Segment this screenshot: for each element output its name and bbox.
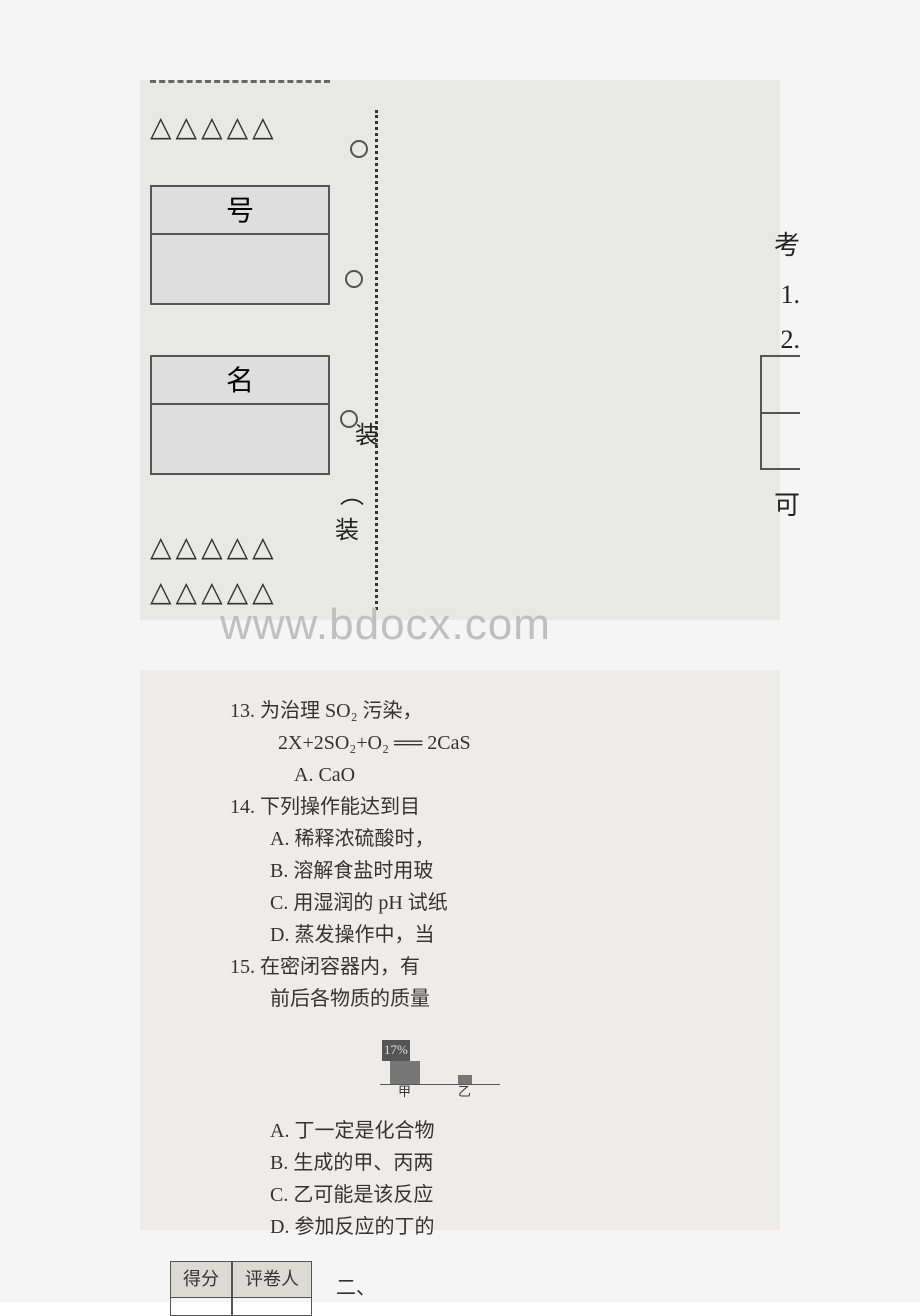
- page-wrapper: △△△△△ 号 名 装 ︵ 装 考 1. 2. 可 △△△△△ △△△△△ ww…: [0, 0, 920, 1302]
- right-fragment-2: 2.: [781, 325, 801, 355]
- bar-1-label: 17%: [382, 1040, 410, 1061]
- bar-chart-fragment: 17% 甲 乙: [380, 1033, 760, 1103]
- right-fragment-0: 考: [774, 225, 800, 262]
- q15-stem-1: 15. 在密闭容器内，有: [230, 951, 760, 983]
- score-cell-2[interactable]: [232, 1298, 312, 1316]
- q15-optD: D. 参加反应的丁的: [230, 1211, 760, 1243]
- answer-sheet-fragment: △△△△△ 号 名 装 ︵ 装 考 1. 2. 可 △△△△△ △△△△△: [140, 80, 780, 620]
- binding-text-2: 装: [335, 510, 359, 545]
- triangle-row-2: △△△△△: [150, 530, 278, 564]
- name-input-cell[interactable]: [150, 405, 330, 475]
- dashed-rule: [150, 80, 330, 83]
- x-label-2: 乙: [458, 1082, 471, 1103]
- paren-mark: ︵: [340, 475, 364, 510]
- score-header-1: 得分: [170, 1261, 232, 1298]
- q14-optA: A. 稀释浓硫酸时，: [230, 823, 760, 855]
- score-cell-1[interactable]: [170, 1298, 232, 1316]
- watermark-text: www.bdocx.com: [220, 600, 551, 650]
- name-label-cell: 名: [150, 355, 330, 405]
- score-col-2: 评卷人: [232, 1261, 312, 1316]
- q14-optB: B. 溶解食盐时用玻: [230, 855, 760, 887]
- q13-equation: 2X+2SO₂+O₂ ══ 2CaS: [230, 727, 760, 759]
- question-fragment: 13. 为治理 SO₂ 污染， 2X+2SO₂+O₂ ══ 2CaS A. Ca…: [140, 670, 780, 1230]
- q14-optD: D. 蒸发操作中，当: [230, 919, 760, 951]
- q15-optA: A. 丁一定是化合物: [230, 1115, 760, 1147]
- binding-text-1: 装: [355, 415, 379, 450]
- binding-hole-2: [345, 270, 363, 288]
- score-header-2: 评卷人: [232, 1261, 312, 1298]
- q14-optC: C. 用湿润的 pH 试纸: [230, 887, 760, 919]
- q15-optB: B. 生成的甲、丙两: [230, 1147, 760, 1179]
- number-input-cell[interactable]: [150, 235, 330, 305]
- q15-optC: C. 乙可能是该反应: [230, 1179, 760, 1211]
- right-box-fragment: [760, 355, 800, 470]
- section-two-label: 二、: [336, 1272, 376, 1304]
- q13-optA: A. CaO: [230, 759, 760, 791]
- q13-stem: 13. 为治理 SO₂ 污染，: [230, 695, 760, 727]
- x-label-1: 甲: [398, 1082, 411, 1103]
- score-col-1: 得分: [170, 1261, 232, 1316]
- right-fragment-1: 1.: [781, 280, 801, 310]
- fold-line: [375, 110, 378, 610]
- q15-stem-2: 前后各物质的质量: [230, 983, 760, 1015]
- binding-hole-1: [350, 140, 368, 158]
- q14-stem: 14. 下列操作能达到目: [230, 791, 760, 823]
- triangle-row-1: △△△△△: [150, 110, 278, 144]
- score-row: 得分 评卷人 二、: [170, 1261, 760, 1316]
- right-fragment-bar: 可: [774, 485, 800, 522]
- number-label-cell: 号: [150, 185, 330, 235]
- right-box-divider: [762, 412, 800, 414]
